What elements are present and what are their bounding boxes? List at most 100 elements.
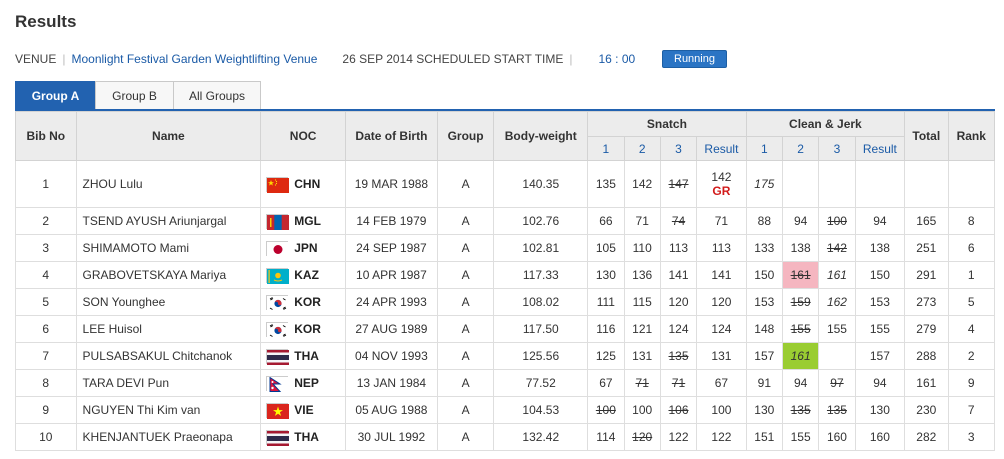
result-value: 67 bbox=[714, 376, 729, 390]
cj-attempt-2: 161 bbox=[781, 342, 820, 370]
cj-attempt-3: 142 bbox=[818, 234, 856, 262]
snatch-result: 131 bbox=[696, 342, 747, 370]
col-rank: Rank bbox=[947, 111, 995, 161]
dob-cell: 27 AUG 1989 bbox=[345, 315, 438, 343]
attempt-value: 148 bbox=[754, 322, 775, 336]
cj-result: 130 bbox=[854, 396, 906, 424]
flag-icon bbox=[266, 294, 290, 311]
col-snatch-3: 3 bbox=[659, 136, 698, 161]
noc-code: KOR bbox=[294, 295, 321, 310]
total-cell bbox=[904, 160, 949, 208]
tab-underline bbox=[15, 109, 995, 111]
athlete-name: TSEND AYUSH Ariunjargal bbox=[75, 207, 262, 235]
snatch-attempt-1: 135 bbox=[587, 160, 625, 208]
athlete-name: SHIMAMOTO Mami bbox=[75, 234, 262, 262]
noc-cell: CHN bbox=[260, 160, 346, 208]
attempt-value: 138 bbox=[790, 241, 811, 255]
group-cell: A bbox=[436, 396, 495, 424]
col-cj-3: 3 bbox=[818, 136, 856, 161]
start-time: 16 : 00 bbox=[598, 52, 636, 66]
cj-attempt-3 bbox=[818, 160, 856, 208]
attempt-value: 74 bbox=[671, 214, 686, 228]
attempt-value: 151 bbox=[754, 430, 775, 444]
snatch-attempt-2: 110 bbox=[623, 234, 661, 262]
results-table: Bib No Name NOC Date of Birth Group Body… bbox=[15, 111, 995, 451]
bodyweight-cell: 102.76 bbox=[493, 207, 589, 235]
noc-code: THA bbox=[294, 349, 319, 364]
rank-cell: 1 bbox=[947, 261, 995, 289]
col-snatch-result: Result bbox=[696, 136, 747, 161]
snatch-attempt-2: 131 bbox=[623, 342, 661, 370]
group-tabs: Group A Group B All Groups bbox=[15, 81, 261, 110]
attempt-value: 116 bbox=[596, 322, 616, 336]
attempt-value: 100 bbox=[595, 403, 616, 417]
attempt-value: 120 bbox=[668, 295, 689, 309]
cj-attempt-2: 155 bbox=[781, 315, 820, 343]
bib-cell: 10 bbox=[15, 423, 77, 451]
snatch-attempt-3: 141 bbox=[659, 261, 698, 289]
dob-cell: 10 APR 1987 bbox=[345, 261, 438, 289]
flag-icon bbox=[266, 240, 290, 257]
schedule-date: 26 SEP 2014 SCHEDULED START TIME bbox=[342, 52, 564, 66]
attempt-value: 160 bbox=[826, 430, 847, 444]
rank-cell: 8 bbox=[947, 207, 995, 235]
athlete-name: PULSABSAKUL Chitchanok bbox=[75, 342, 262, 370]
attempt-value: 94 bbox=[793, 214, 808, 228]
noc-cell: JPN bbox=[260, 234, 346, 262]
flag-icon bbox=[266, 375, 290, 392]
rank-cell bbox=[947, 160, 995, 208]
bodyweight-cell: 132.42 bbox=[493, 423, 589, 451]
attempt-value: 133 bbox=[754, 241, 775, 255]
total-cell: 273 bbox=[904, 288, 949, 316]
tab-group-a[interactable]: Group A bbox=[15, 81, 96, 110]
snatch-attempt-2: 142 bbox=[623, 160, 661, 208]
col-cj-2: 2 bbox=[781, 136, 820, 161]
table-row: 3 SHIMAMOTO Mami JPN 24 SEP 1987 A 102.81 105 1… bbox=[15, 234, 995, 262]
cj-attempt-2: 94 bbox=[781, 207, 820, 235]
attempt-value: 135 bbox=[790, 403, 811, 417]
attempt-value: 155 bbox=[790, 430, 811, 444]
snatch-attempt-1: 116 bbox=[587, 315, 625, 343]
attempt-value: 162 bbox=[826, 295, 847, 309]
attempt-value: 161 bbox=[790, 349, 811, 363]
snatch-attempt-3: 120 bbox=[659, 288, 698, 316]
snatch-attempt-2: 120 bbox=[623, 423, 661, 451]
snatch-result: 113 bbox=[696, 234, 747, 262]
noc-cell: THA bbox=[260, 423, 346, 451]
table-row: 6 LEE Huisol KOR 27 AUG 1989 A 117.50 116 121 12… bbox=[15, 315, 995, 343]
bib-cell: 9 bbox=[15, 396, 77, 424]
noc-code: JPN bbox=[294, 241, 318, 256]
group-cell: A bbox=[436, 369, 495, 397]
cj-attempt-3: 162 bbox=[818, 288, 856, 316]
cj-attempt-2 bbox=[781, 160, 820, 208]
attempt-value: 135 bbox=[826, 403, 847, 417]
attempt-value: 131 bbox=[632, 349, 653, 363]
snatch-result: 141 bbox=[696, 261, 747, 289]
tab-group-b[interactable]: Group B bbox=[95, 81, 174, 110]
attempt-value: 113 bbox=[668, 241, 689, 255]
cj-attempt-2: 159 bbox=[781, 288, 820, 316]
attempt-value: 97 bbox=[830, 376, 844, 390]
group-cell: A bbox=[436, 207, 495, 235]
table-row: 5 SON Younghee KOR 24 APR 1993 A 108.02 111 115… bbox=[15, 288, 995, 316]
col-bodyweight: Body-weight bbox=[493, 111, 589, 161]
noc-code: CHN bbox=[294, 177, 321, 192]
tab-all-groups[interactable]: All Groups bbox=[173, 81, 261, 110]
cj-attempt-2: 155 bbox=[781, 423, 820, 451]
col-snatch-2: 2 bbox=[623, 136, 661, 161]
attempt-value: 71 bbox=[671, 376, 686, 390]
bib-cell: 7 bbox=[15, 342, 77, 370]
snatch-attempt-2: 71 bbox=[623, 207, 661, 235]
attempt-value: 155 bbox=[826, 322, 847, 336]
bib-cell: 1 bbox=[15, 160, 77, 208]
bib-cell: 5 bbox=[15, 288, 77, 316]
rank-cell: 2 bbox=[947, 342, 995, 370]
col-name: Name bbox=[75, 111, 262, 161]
attempt-value: 67 bbox=[599, 376, 613, 390]
col-group: Group bbox=[436, 111, 495, 161]
venue-name: Moonlight Festival Garden Weightlifting … bbox=[71, 52, 318, 66]
cj-attempt-3: 135 bbox=[818, 396, 856, 424]
athlete-name: GRABOVETSKAYA Mariya bbox=[75, 261, 262, 289]
snatch-result: 122 bbox=[696, 423, 747, 451]
col-dob: Date of Birth bbox=[345, 111, 438, 161]
